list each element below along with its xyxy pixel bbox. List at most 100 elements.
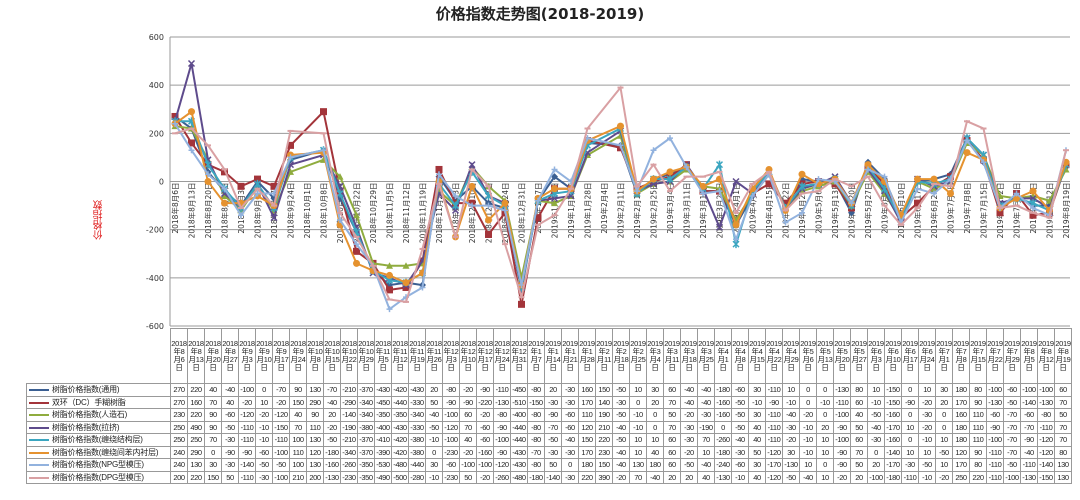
- data-point: [253, 179, 262, 188]
- x-tick-label: 2019年3月11日: [682, 183, 692, 239]
- table-cell: 140: [595, 395, 613, 409]
- table-cell: -120: [442, 420, 460, 434]
- table-cell: 90: [969, 395, 987, 409]
- data-point: [254, 190, 261, 197]
- table-cell: -160: [323, 458, 341, 472]
- table-cell: -180: [884, 470, 902, 484]
- table-cell: -30: [680, 433, 698, 447]
- table-cell: 0: [799, 395, 817, 409]
- table-cell: -130: [782, 458, 800, 472]
- table-cell: -480: [510, 470, 528, 484]
- table-cell: -30: [561, 383, 579, 397]
- x-tick-label: 2019年5月27日: [863, 183, 873, 239]
- table-cell: -70: [1003, 445, 1021, 459]
- table-cell: -40: [612, 458, 630, 472]
- table-cell: -140: [238, 458, 256, 472]
- table-cell: 110: [969, 420, 987, 434]
- data-point: [485, 216, 492, 224]
- legend-key-icon: [29, 426, 49, 429]
- table-header-cell: 2018年9月10日: [255, 328, 273, 384]
- data-point: [221, 199, 228, 207]
- table-cell: 0: [867, 445, 885, 459]
- table-cell: -110: [238, 420, 256, 434]
- table-cell: -110: [238, 433, 256, 447]
- table-header-cell: 2019年3月18日: [680, 328, 698, 384]
- data-point: [386, 286, 393, 294]
- table-header-cell: 2019年6月10日: [884, 328, 902, 384]
- legend-entry: 树脂价格指数(缠绕间苯内衬层): [26, 445, 171, 459]
- legend-label: 双环（DC）手糊树脂: [52, 397, 126, 407]
- table-cell: -500: [391, 470, 409, 484]
- data-point: [435, 165, 443, 173]
- table-header-cell: 2019年8月5日: [1020, 328, 1038, 384]
- table-cell: -60: [442, 458, 460, 472]
- table-cell: 30: [425, 458, 443, 472]
- table-cell: -50: [255, 458, 273, 472]
- table-cell: 150: [289, 395, 307, 409]
- table-cell: 120: [578, 420, 596, 434]
- table-cell: -70: [1020, 420, 1038, 434]
- data-point: [204, 178, 212, 185]
- table-cell: -480: [391, 458, 409, 472]
- table-cell: -50: [272, 458, 290, 472]
- table-cell: -340: [357, 408, 375, 422]
- table-cell: 70: [629, 470, 647, 484]
- table-cell: 60: [459, 408, 477, 422]
- x-tick-label: 2019年3月4日: [665, 183, 675, 234]
- table-cell: 290: [306, 395, 324, 409]
- x-tick-label: 2018年10月1日: [302, 183, 312, 239]
- table-cell: 0: [816, 383, 834, 397]
- table-cell: -450: [374, 395, 392, 409]
- table-cell: -40: [612, 420, 630, 434]
- table-cell: 250: [187, 433, 205, 447]
- table-cell: -100: [833, 433, 851, 447]
- table-cell: -430: [391, 420, 409, 434]
- table-header-cell: 2019年1月7日: [527, 328, 545, 384]
- table-cell: -40: [697, 395, 715, 409]
- table-cell: -180: [714, 383, 732, 397]
- table-cell: 30: [748, 383, 766, 397]
- legend-label: 树脂价格指数(DPG型模压): [52, 472, 144, 482]
- table-cell: 10: [629, 433, 647, 447]
- table-cell: -80: [527, 408, 545, 422]
- data-point: [865, 166, 871, 173]
- table-cell: -80: [1037, 408, 1055, 422]
- table-cell: 70: [663, 395, 681, 409]
- data-point: [551, 185, 558, 193]
- table-header-cell: 2019年1月28日: [578, 328, 596, 384]
- table-cell: 250: [170, 433, 188, 447]
- table-cell: -40: [867, 420, 885, 434]
- table-cell: 250: [952, 470, 970, 484]
- table-cell: -40: [323, 395, 341, 409]
- legend-label: 树脂价格指数(NPG型模压): [52, 460, 144, 470]
- table-cell: -400: [510, 408, 528, 422]
- table-cell: -50: [731, 420, 749, 434]
- table-cell: -90: [833, 458, 851, 472]
- table-cell: -30: [680, 420, 698, 434]
- table-cell: -50: [680, 458, 698, 472]
- table-cell: 220: [578, 470, 596, 484]
- data-point: [320, 147, 327, 154]
- data-point: [419, 284, 426, 291]
- table-cell: 20: [850, 470, 868, 484]
- table-cell: 10: [867, 383, 885, 397]
- table-cell: -10: [425, 470, 443, 484]
- data-point: [799, 209, 805, 216]
- table-cell: -50: [1003, 458, 1021, 472]
- table-cell: -80: [527, 420, 545, 434]
- data-point: [534, 214, 542, 222]
- table-header-cell: 2019年7月8日: [952, 328, 970, 384]
- table-cell: 70: [459, 420, 477, 434]
- table-cell: -510: [510, 395, 528, 409]
- legend-key-icon: [29, 414, 49, 417]
- table-cell: 0: [646, 420, 664, 434]
- table-cell: -20: [918, 395, 936, 409]
- table-cell: 50: [1054, 408, 1072, 422]
- table-cell: -60: [561, 420, 579, 434]
- table-row: 树脂价格指数(缠绕间苯内衬层) 240 290 0 -90 -90 -60 -100 110 12…: [26, 445, 1072, 459]
- table-cell: -130: [1037, 395, 1055, 409]
- table-cell: -80: [442, 383, 460, 397]
- y-tick-label: 200: [149, 129, 164, 138]
- table-cell: -90: [1020, 433, 1038, 447]
- table-cell: 10: [816, 433, 834, 447]
